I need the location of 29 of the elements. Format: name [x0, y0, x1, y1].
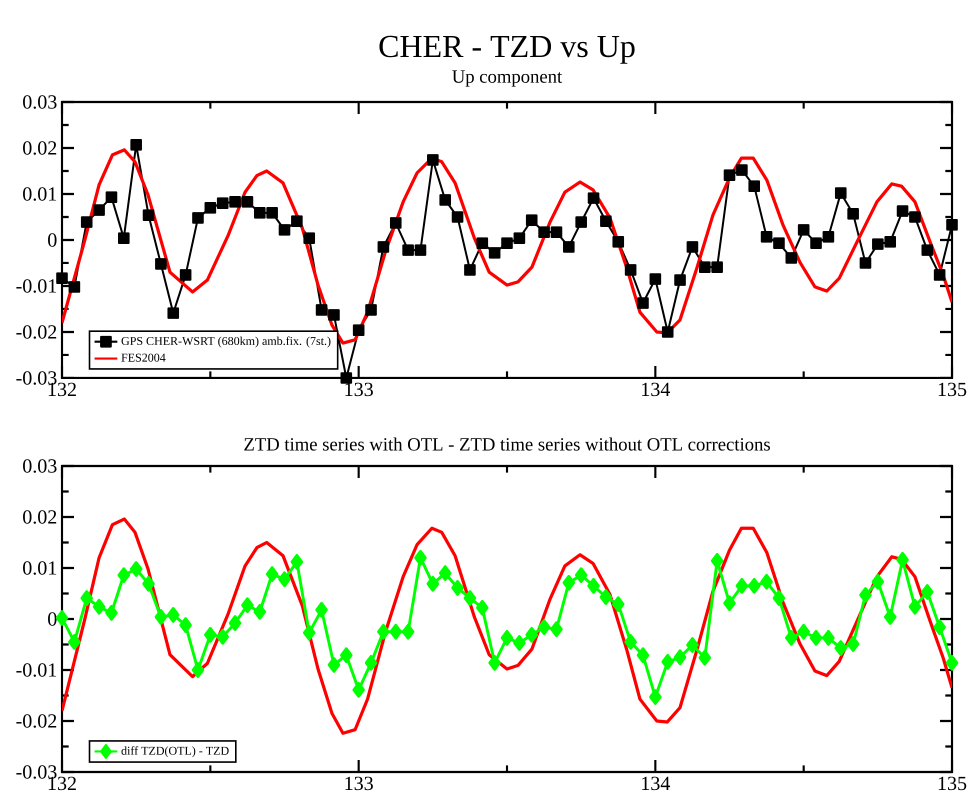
x-tick-label: 134	[642, 776, 670, 790]
chart-title: ZTD time series with OTL - ZTD time series without OTL corrections	[244, 437, 770, 451]
line-series	[62, 517, 952, 735]
y-tick-label: 0.03	[23, 95, 57, 109]
y-tick-label: 0.02	[23, 510, 56, 524]
y-tick-label: -0.03	[16, 371, 57, 385]
y-tick-label: -0.01	[16, 663, 56, 677]
x-tick-label: 134	[642, 382, 670, 396]
y-tick-label: -0.02	[16, 714, 56, 728]
y-tick-label: -0.01	[16, 279, 56, 293]
x-tick-label: 135	[938, 776, 966, 790]
x-tick-label: 132	[48, 776, 76, 790]
legend-label: GPS CHER-WSRT (680km) amb.fix. (7st.)	[122, 336, 330, 348]
y-tick-label: -0.03	[16, 765, 57, 779]
legend-label: diff TZD(OTL) - TZD	[122, 746, 229, 758]
x-tick-label: 135	[938, 382, 966, 396]
chart-title: CHER - TZD vs Up	[379, 36, 635, 64]
chart-subtitle: Up component	[452, 70, 562, 87]
legend-label: FES2004	[121, 354, 166, 362]
y-tick-label: 0.03	[23, 459, 57, 473]
y-tick-label: -0.02	[16, 325, 56, 339]
x-tick-label: 133	[345, 382, 373, 396]
y-tick-label: 0.01	[23, 187, 56, 201]
y-tick-label: 0.01	[23, 561, 56, 575]
x-tick-label: 133	[345, 776, 373, 790]
y-tick-label: 0.02	[23, 141, 56, 155]
y-tick-label: 0	[48, 233, 57, 247]
x-tick-label: 132	[48, 382, 76, 396]
y-tick-label: 0	[48, 612, 57, 626]
